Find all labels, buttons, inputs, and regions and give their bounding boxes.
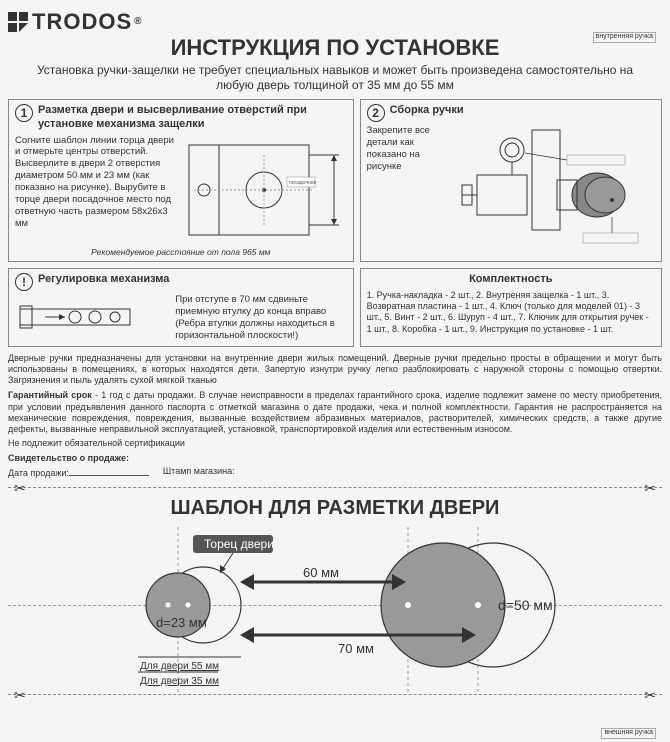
panel4-text: 1. Ручка-накладка - 2 шт., 2. Внутреняя … xyxy=(367,290,655,335)
panel-contents: Комплектность 1. Ручка-накладка - 2 шт.,… xyxy=(360,268,662,347)
panel3-diagram xyxy=(15,294,169,342)
svg-text:d=50 мм: d=50 мм xyxy=(498,597,553,613)
brand-name: TRODOS xyxy=(32,8,132,36)
date-label: Дата продажи: xyxy=(8,468,69,478)
svg-text:70 мм: 70 мм xyxy=(338,641,374,656)
scissors-icon: ✂ xyxy=(644,687,656,705)
panel1-title: Разметка двери и высверливание отверстий… xyxy=(38,104,347,132)
stamp-label: Штамп магазина: xyxy=(163,466,235,476)
svg-text:60 мм: 60 мм xyxy=(303,565,339,580)
sale-label: Свидетельство о продаже: xyxy=(8,453,129,463)
info-paragraph: Дверные ручки предназначены для установк… xyxy=(8,353,662,387)
panel2-title: Сборка ручки xyxy=(390,104,464,118)
logo-mark-icon xyxy=(8,12,28,32)
panel-adjustment: ! Регулировка механизма При отступе в 70… xyxy=(8,268,354,347)
svg-text:Для двери 55 мм: Для двери 55 мм xyxy=(140,661,219,672)
svg-text:Для двери 35 мм: Для двери 35 мм xyxy=(140,676,219,687)
panel1-note: Рекомендуемое расстояние от пола 965 мм xyxy=(15,247,347,258)
panel4-title: Комплектность xyxy=(469,273,552,287)
panel1-diagram: посадочное xyxy=(184,135,347,245)
step-number-2: 2 xyxy=(367,104,385,122)
step-number-1: 1 xyxy=(15,104,33,122)
template-title: ШАБЛОН ДЛЯ РАЗМЕТКИ ДВЕРИ xyxy=(8,496,662,521)
template-diagram: d=23 мм Торец двери d=50 мм 60 мм 70 мм … xyxy=(8,527,662,692)
panel-marking: 1 Разметка двери и высверливание отверст… xyxy=(8,99,354,262)
svg-text:Торец двери: Торец двери xyxy=(204,537,274,551)
cut-line-bottom: ✂ ✂ xyxy=(8,694,662,695)
reg-mark: ® xyxy=(134,16,142,29)
label-outer-handle: внешняя ручка xyxy=(601,728,656,739)
warranty-paragraph: Гарантийный срок - 1 год с даты продажи.… xyxy=(8,390,662,435)
panel1-text: Согните шаблон линии торца двери и отмер… xyxy=(15,135,178,245)
cut-line-top: ✂ ✂ xyxy=(8,487,662,488)
warning-icon: ! xyxy=(15,273,33,291)
svg-text:d=23 мм: d=23 мм xyxy=(156,615,207,630)
panel2-text: Закрепите все детали как показано на рис… xyxy=(367,125,430,172)
warranty-text: - 1 год с даты продажи. В случае неиспра… xyxy=(8,390,662,434)
warranty-label: Гарантийный срок xyxy=(8,390,92,400)
page-title: ИНСТРУКЦИЯ ПО УСТАНОВКЕ xyxy=(8,34,662,62)
scissors-icon: ✂ xyxy=(644,480,656,498)
svg-text:посадочное: посадочное xyxy=(289,180,317,186)
cert-text: Не подлежит обязательной сертификации xyxy=(8,438,662,449)
label-inner-handle: внутренняя ручка xyxy=(593,32,656,43)
brand-logo: TRODOS ® xyxy=(8,8,143,36)
scissors-icon: ✂ xyxy=(14,687,26,705)
panel3-text: При отступе в 70 мм сдвиньте приемную вт… xyxy=(175,294,346,342)
panel-assembly: 2 Сборка ручки Закрепите все детали как … xyxy=(360,99,662,262)
scissors-icon: ✂ xyxy=(14,480,26,498)
page-subtitle: Установка ручки-защелки не требует специ… xyxy=(18,63,652,93)
panel2-diagram: внутренняя ручка внешняя ручка xyxy=(457,125,655,245)
panel3-title: Регулировка механизма xyxy=(38,273,169,287)
date-field xyxy=(69,466,149,476)
